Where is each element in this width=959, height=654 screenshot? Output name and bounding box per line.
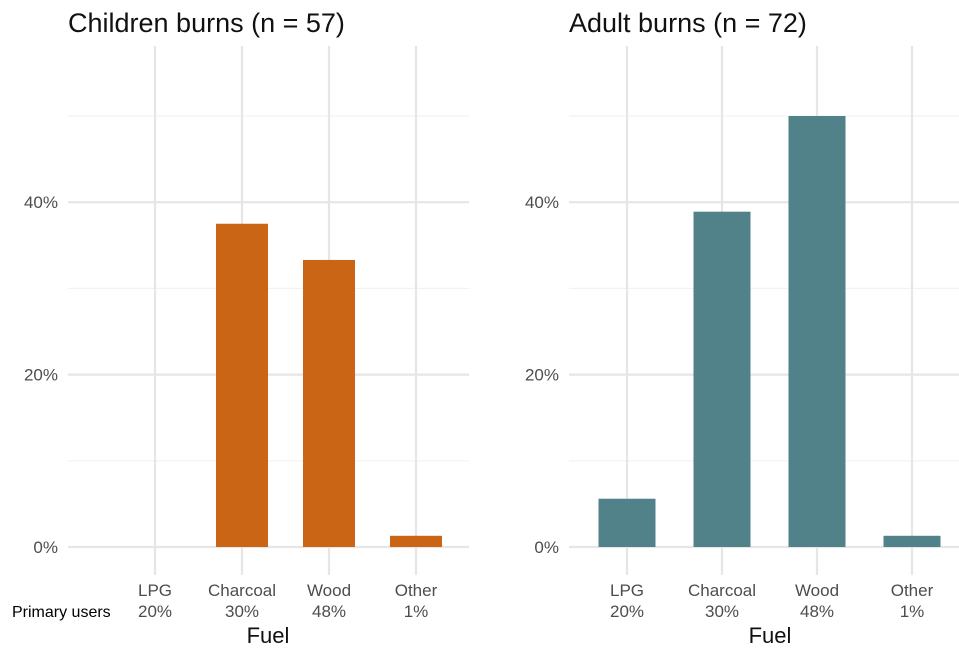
primary-users-value: 48% xyxy=(800,602,834,621)
primary-users-value: 20% xyxy=(610,602,644,621)
bar-wood xyxy=(788,116,846,547)
y-tick-label: 40% xyxy=(24,193,58,212)
bar-charcoal xyxy=(693,211,751,547)
x-tick-label: Wood xyxy=(307,581,351,600)
x-tick-label: Wood xyxy=(795,581,839,600)
x-axis-label: Fuel xyxy=(247,623,290,648)
chart-title: Adult burns (n = 72) xyxy=(569,8,807,38)
x-tick-label: Charcoal xyxy=(208,581,276,600)
y-tick-label: 20% xyxy=(24,366,58,385)
primary-users-row-label: Primary users xyxy=(12,604,111,621)
chart-panel: 0% 20% 40% LPG 20% Charcoal 30% Wood 48% Other 1% xyxy=(525,46,959,621)
primary-users-value: 20% xyxy=(138,602,172,621)
bar-lpg xyxy=(598,498,656,547)
x-tick-label: Charcoal xyxy=(688,581,756,600)
primary-users-value: 30% xyxy=(225,602,259,621)
chart-panel: 0% 20% 40% LPG 20% Charcoal 30% Wood 48% Other 1% xyxy=(24,46,469,621)
bar-wood xyxy=(303,259,355,547)
x-tick-label: LPG xyxy=(138,581,172,600)
bar-other xyxy=(883,535,941,547)
x-axis-label: Fuel xyxy=(749,623,792,648)
primary-users-value: 48% xyxy=(312,602,346,621)
primary-users-value: 1% xyxy=(900,602,925,621)
y-tick-label: 40% xyxy=(525,193,559,212)
y-tick-label: 0% xyxy=(33,538,58,557)
primary-users-value: 30% xyxy=(705,602,739,621)
x-tick-label: Other xyxy=(395,581,438,600)
y-tick-label: 20% xyxy=(525,366,559,385)
chart-title: Children burns (n = 57) xyxy=(68,8,345,38)
x-tick-label: Other xyxy=(891,581,934,600)
bar-charcoal xyxy=(216,223,268,547)
primary-users-value: 1% xyxy=(404,602,429,621)
bar-other xyxy=(390,535,442,547)
x-tick-label: LPG xyxy=(610,581,644,600)
y-tick-label: 0% xyxy=(534,538,559,557)
chart-panels: 0%20%40%LPG20%Charcoal30%Wood48%Other1%0… xyxy=(24,46,959,621)
